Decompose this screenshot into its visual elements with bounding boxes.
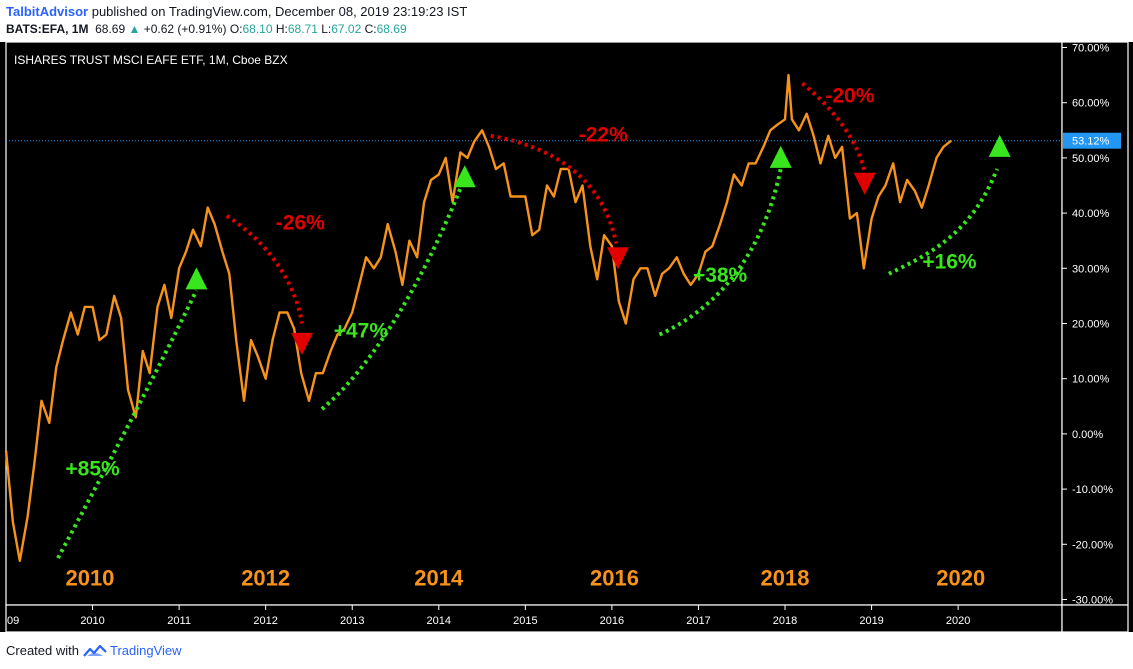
x-tick-label: 2017	[686, 615, 710, 627]
x-tick-label: 2016	[600, 615, 624, 627]
x-tick-label: 2015	[513, 615, 537, 627]
symbol-info: BATS:EFA, 1M 68.69 ▲ +0.62 (+0.91%) O:68…	[6, 22, 407, 36]
y-tick-label: 0.00%	[1072, 429, 1103, 441]
x-tick-label: 2012	[253, 615, 277, 627]
y-tick-label: -30.00%	[1072, 594, 1113, 606]
x-tick-label: 2013	[340, 615, 364, 627]
gain-label: +38%	[693, 264, 748, 287]
gain-trend-arrow	[320, 187, 463, 411]
created-with-text: Created with	[6, 643, 79, 658]
down-arrowhead-icon	[853, 172, 876, 195]
x-tick-label: 2020	[946, 615, 970, 627]
low-label: L:	[321, 22, 332, 36]
year-label: 2018	[761, 566, 810, 591]
time-axis[interactable]	[5, 604, 1063, 633]
open-label: O:	[229, 22, 243, 36]
symbol-label: BATS:EFA, 1M	[6, 22, 89, 36]
close-label: C:	[364, 22, 377, 36]
tradingview-logo-icon	[83, 644, 107, 657]
up-arrowhead-icon	[769, 145, 792, 168]
x-tick-label: 2011	[167, 615, 191, 627]
y-tick-label: 10.00%	[1072, 374, 1110, 386]
plot-area[interactable]	[5, 42, 1063, 606]
loss-trend-arrow	[490, 133, 619, 244]
y-tick-label: 60.00%	[1072, 98, 1110, 110]
price-chart[interactable]: ISHARES TRUST MSCI EAFE ETF, 1M, Cboe BZ…	[0, 42, 1133, 634]
up-arrowhead-icon	[185, 267, 208, 290]
current-price-tag	[1063, 132, 1121, 149]
down-arrowhead-icon	[291, 332, 314, 355]
year-label: 2016	[590, 566, 639, 591]
gain-trend-arrow	[658, 168, 783, 337]
loss-label: -20%	[825, 85, 874, 108]
x-tick-label-edge: 09	[7, 615, 19, 627]
x-tick-label: 2018	[773, 615, 797, 627]
y-tick-label: 70.00%	[1072, 43, 1110, 55]
x-tick-label: 2019	[859, 615, 883, 627]
up-arrowhead-icon	[988, 134, 1011, 157]
year-label: 2012	[241, 566, 290, 591]
gain-trend-arrow	[56, 289, 199, 560]
current-price-label: 53.12%	[1072, 136, 1110, 148]
y-tick-label: 50.00%	[1072, 153, 1110, 165]
chart-title: ISHARES TRUST MSCI EAFE ETF, 1M, Cboe BZ…	[14, 53, 288, 67]
price-series-line	[4, 73, 952, 562]
year-label: 2010	[65, 566, 114, 591]
y-tick-label: 40.00%	[1072, 208, 1110, 220]
close-value: 68.69	[376, 22, 407, 36]
gain-label: +47%	[334, 319, 389, 342]
gain-trend-arrow	[887, 168, 999, 276]
x-tick-label: 2010	[80, 615, 104, 627]
year-label: 2014	[414, 566, 464, 591]
axis-corner	[1061, 604, 1129, 633]
loss-trend-arrow	[225, 214, 305, 324]
open-value: 68.10	[242, 22, 273, 36]
y-tick-label: 20.00%	[1072, 319, 1110, 331]
gain-label: +85%	[65, 457, 120, 480]
loss-label: -22%	[579, 123, 628, 146]
author-link[interactable]: TalbitAdvisor	[6, 4, 89, 19]
up-arrowhead-icon	[453, 165, 476, 188]
y-tick-label: -10.00%	[1072, 484, 1113, 496]
x-tick-label: 2014	[427, 615, 451, 627]
price-change: +0.62 (+0.91%)	[143, 22, 227, 36]
y-tick-label: 30.00%	[1072, 263, 1110, 275]
high-value: 68.71	[287, 22, 318, 36]
footer: Created with TradingView	[6, 643, 182, 658]
gain-label: +16%	[922, 250, 977, 273]
down-arrowhead-icon	[606, 247, 629, 270]
last-price: 68.69	[95, 22, 126, 36]
tradingview-brand[interactable]: TradingView	[109, 643, 182, 658]
loss-trend-arrow	[801, 81, 867, 173]
year-label: 2020	[936, 566, 985, 591]
publish-info: TalbitAdvisor published on TradingView.c…	[6, 4, 467, 19]
high-label: H:	[275, 22, 288, 36]
loss-label: -26%	[276, 212, 325, 235]
y-tick-label: -20.00%	[1072, 539, 1113, 551]
publish-text: published on TradingView.com, December 0…	[88, 4, 468, 19]
up-triangle-icon: ▲	[128, 22, 141, 36]
low-value: 67.02	[331, 22, 362, 36]
